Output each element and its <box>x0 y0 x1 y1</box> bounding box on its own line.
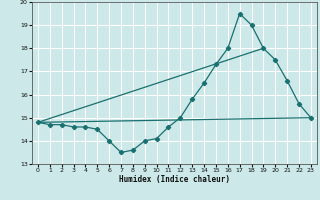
X-axis label: Humidex (Indice chaleur): Humidex (Indice chaleur) <box>119 175 230 184</box>
